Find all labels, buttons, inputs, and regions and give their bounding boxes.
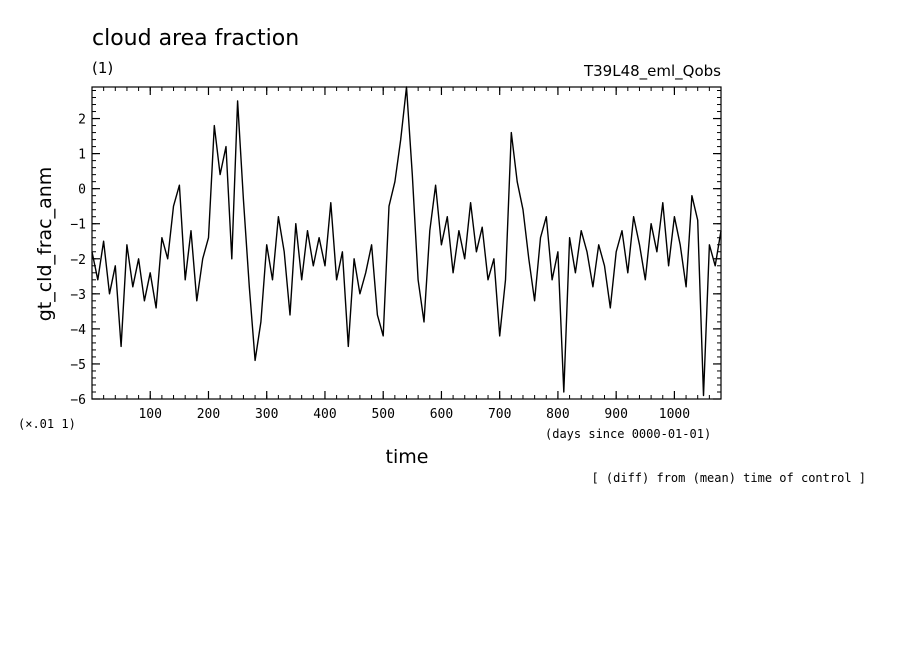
x-axis-ticks bbox=[103, 87, 710, 399]
y-tick-label: −2 bbox=[70, 253, 86, 268]
y-tick-label: −3 bbox=[70, 288, 86, 303]
x-tick-label: 100 bbox=[138, 407, 161, 422]
y-tick-label: −5 bbox=[70, 358, 86, 373]
y-tick-label: 1 bbox=[78, 148, 86, 163]
run-label: T39L48_eml_Qobs bbox=[583, 62, 721, 81]
y-tick-label: −1 bbox=[70, 218, 86, 233]
y-axis-label: gt_cld_frac_anm bbox=[34, 167, 56, 322]
y-tick-label: −4 bbox=[70, 323, 86, 338]
x-tick-label: 600 bbox=[430, 407, 453, 422]
units-label: (1) bbox=[92, 59, 113, 77]
x-tick-label: 400 bbox=[313, 407, 336, 422]
x-tick-label: 900 bbox=[604, 407, 627, 422]
x-tick-label: 300 bbox=[255, 407, 278, 422]
y-scale-note: (×.01 1) bbox=[18, 417, 76, 431]
x-tick-label: 1000 bbox=[659, 407, 690, 422]
plot-area: 100 200 300 400 500 600 700 800 900 1000 −6 −5 −4 −3… bbox=[70, 86, 722, 422]
y-tick-label: −6 bbox=[70, 393, 86, 408]
x-tick-label: 800 bbox=[546, 407, 569, 422]
x-unit-note: (days since 0000-01-01) bbox=[545, 427, 711, 441]
footer-note: [ (diff) from (mean) time of control ] bbox=[591, 471, 866, 485]
x-axis-label: time bbox=[386, 446, 429, 468]
x-axis-tick-labels: 100 200 300 400 500 600 700 800 900 1000 bbox=[138, 407, 690, 422]
y-tick-label: 0 bbox=[78, 183, 86, 198]
y-axis-tick-labels: −6 −5 −4 −3 −2 −1 0 1 2 bbox=[70, 113, 86, 408]
plot-frame bbox=[91, 86, 722, 400]
x-tick-label: 200 bbox=[197, 407, 220, 422]
x-tick-label: 700 bbox=[488, 407, 511, 422]
y-tick-label: 2 bbox=[78, 113, 86, 128]
chart-title: cloud area fraction bbox=[92, 26, 299, 51]
x-tick-label: 500 bbox=[371, 407, 394, 422]
